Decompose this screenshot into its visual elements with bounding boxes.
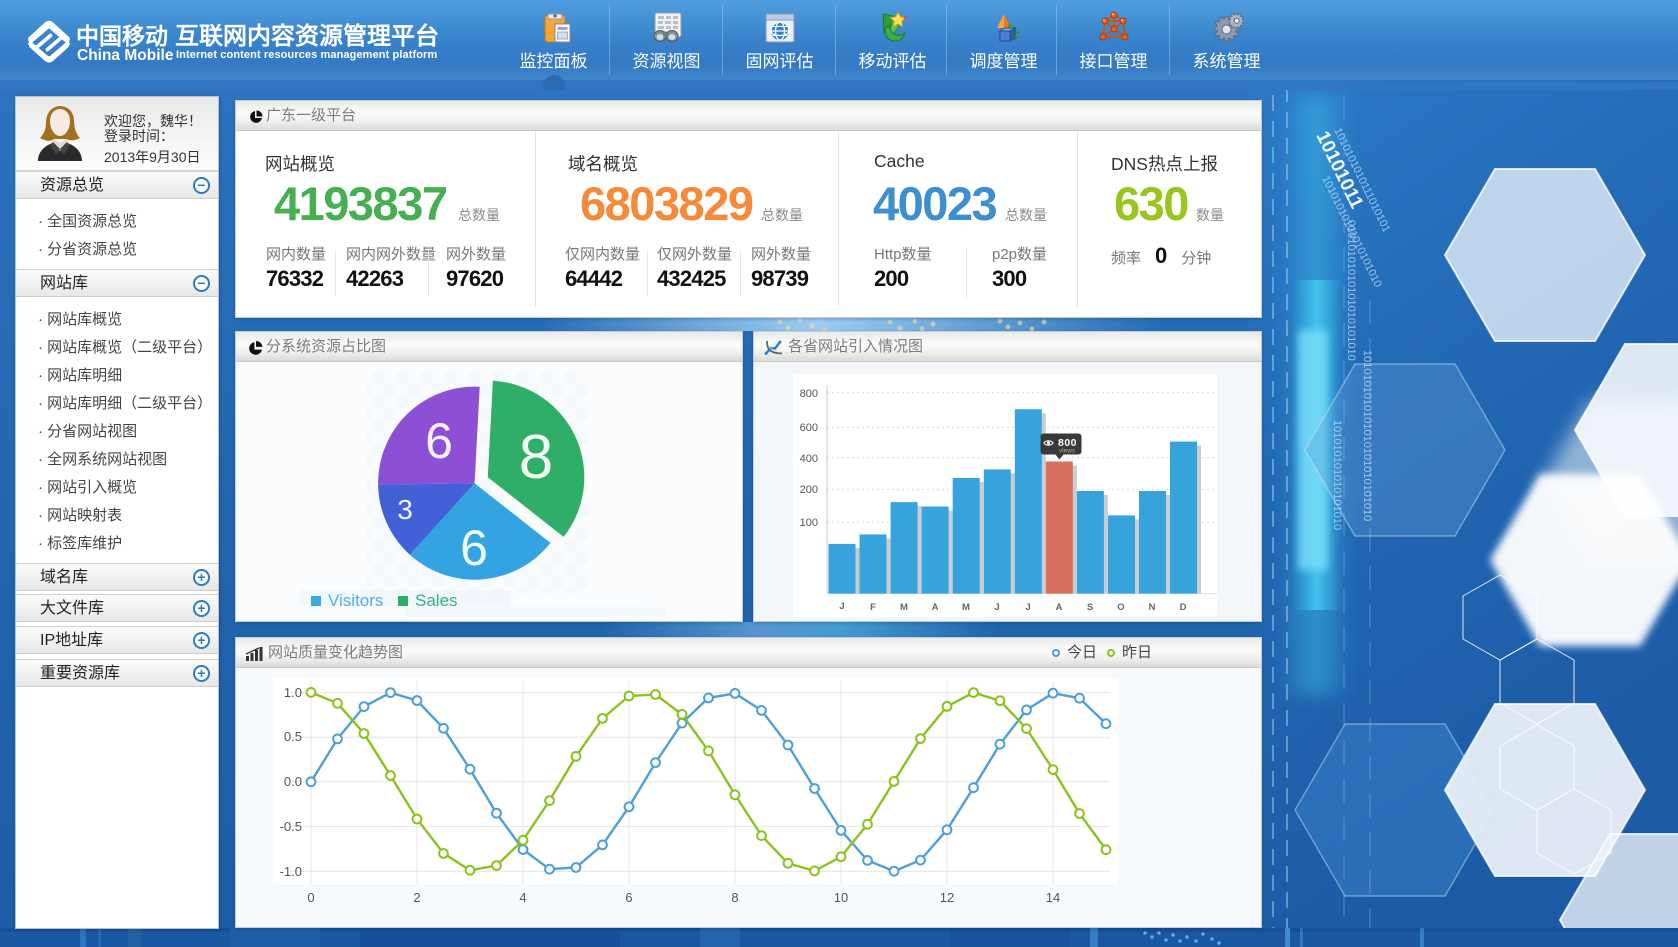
svg-text:A: A bbox=[1056, 602, 1063, 613]
svg-text:2: 2 bbox=[413, 890, 420, 905]
svg-text:-1.0: -1.0 bbox=[280, 864, 302, 879]
svg-text:14: 14 bbox=[1046, 890, 1060, 905]
svg-text:-0.5: -0.5 bbox=[280, 819, 302, 834]
svg-text:01010101010101010101010: 01010101010101010101010 bbox=[1345, 220, 1357, 361]
svg-text:J: J bbox=[839, 601, 844, 612]
svg-text:8: 8 bbox=[519, 423, 553, 492]
svg-text:400: 400 bbox=[800, 453, 818, 465]
svg-text:1.0: 1.0 bbox=[284, 685, 302, 700]
svg-text:F: F bbox=[870, 602, 876, 613]
svg-text:J: J bbox=[1025, 602, 1030, 613]
svg-text:6: 6 bbox=[425, 413, 453, 469]
svg-text:10: 10 bbox=[834, 890, 848, 905]
svg-text:0.0: 0.0 bbox=[284, 774, 302, 789]
svg-text:Visitors: Visitors bbox=[328, 591, 383, 610]
svg-text:6: 6 bbox=[460, 520, 488, 576]
svg-text:J: J bbox=[994, 602, 999, 613]
svg-text:3: 3 bbox=[397, 494, 413, 525]
svg-text:600: 600 bbox=[800, 422, 818, 434]
svg-text:A: A bbox=[932, 602, 939, 613]
svg-text:S: S bbox=[1087, 602, 1093, 613]
svg-text:12: 12 bbox=[940, 890, 954, 905]
svg-text:101010101010101010: 101010101010101010 bbox=[1331, 420, 1343, 530]
svg-text:800: 800 bbox=[1058, 437, 1077, 449]
svg-text:M: M bbox=[900, 602, 908, 613]
svg-text:100: 100 bbox=[800, 517, 818, 529]
svg-text:views: views bbox=[1059, 448, 1076, 455]
svg-text:800: 800 bbox=[800, 388, 818, 400]
svg-text:200: 200 bbox=[800, 484, 818, 496]
svg-text:D: D bbox=[1180, 602, 1187, 613]
svg-text:Sales: Sales bbox=[415, 591, 458, 610]
svg-text:0.5: 0.5 bbox=[284, 729, 302, 744]
svg-text:N: N bbox=[1149, 602, 1156, 613]
svg-text:M: M bbox=[962, 602, 970, 613]
svg-text:0: 0 bbox=[307, 890, 314, 905]
svg-text:4: 4 bbox=[519, 890, 526, 905]
svg-text:6: 6 bbox=[625, 890, 632, 905]
svg-text:O: O bbox=[1117, 602, 1124, 613]
svg-text:1010101010101010101010101010: 1010101010101010101010101010 bbox=[1361, 350, 1373, 521]
svg-text:8: 8 bbox=[731, 890, 738, 905]
